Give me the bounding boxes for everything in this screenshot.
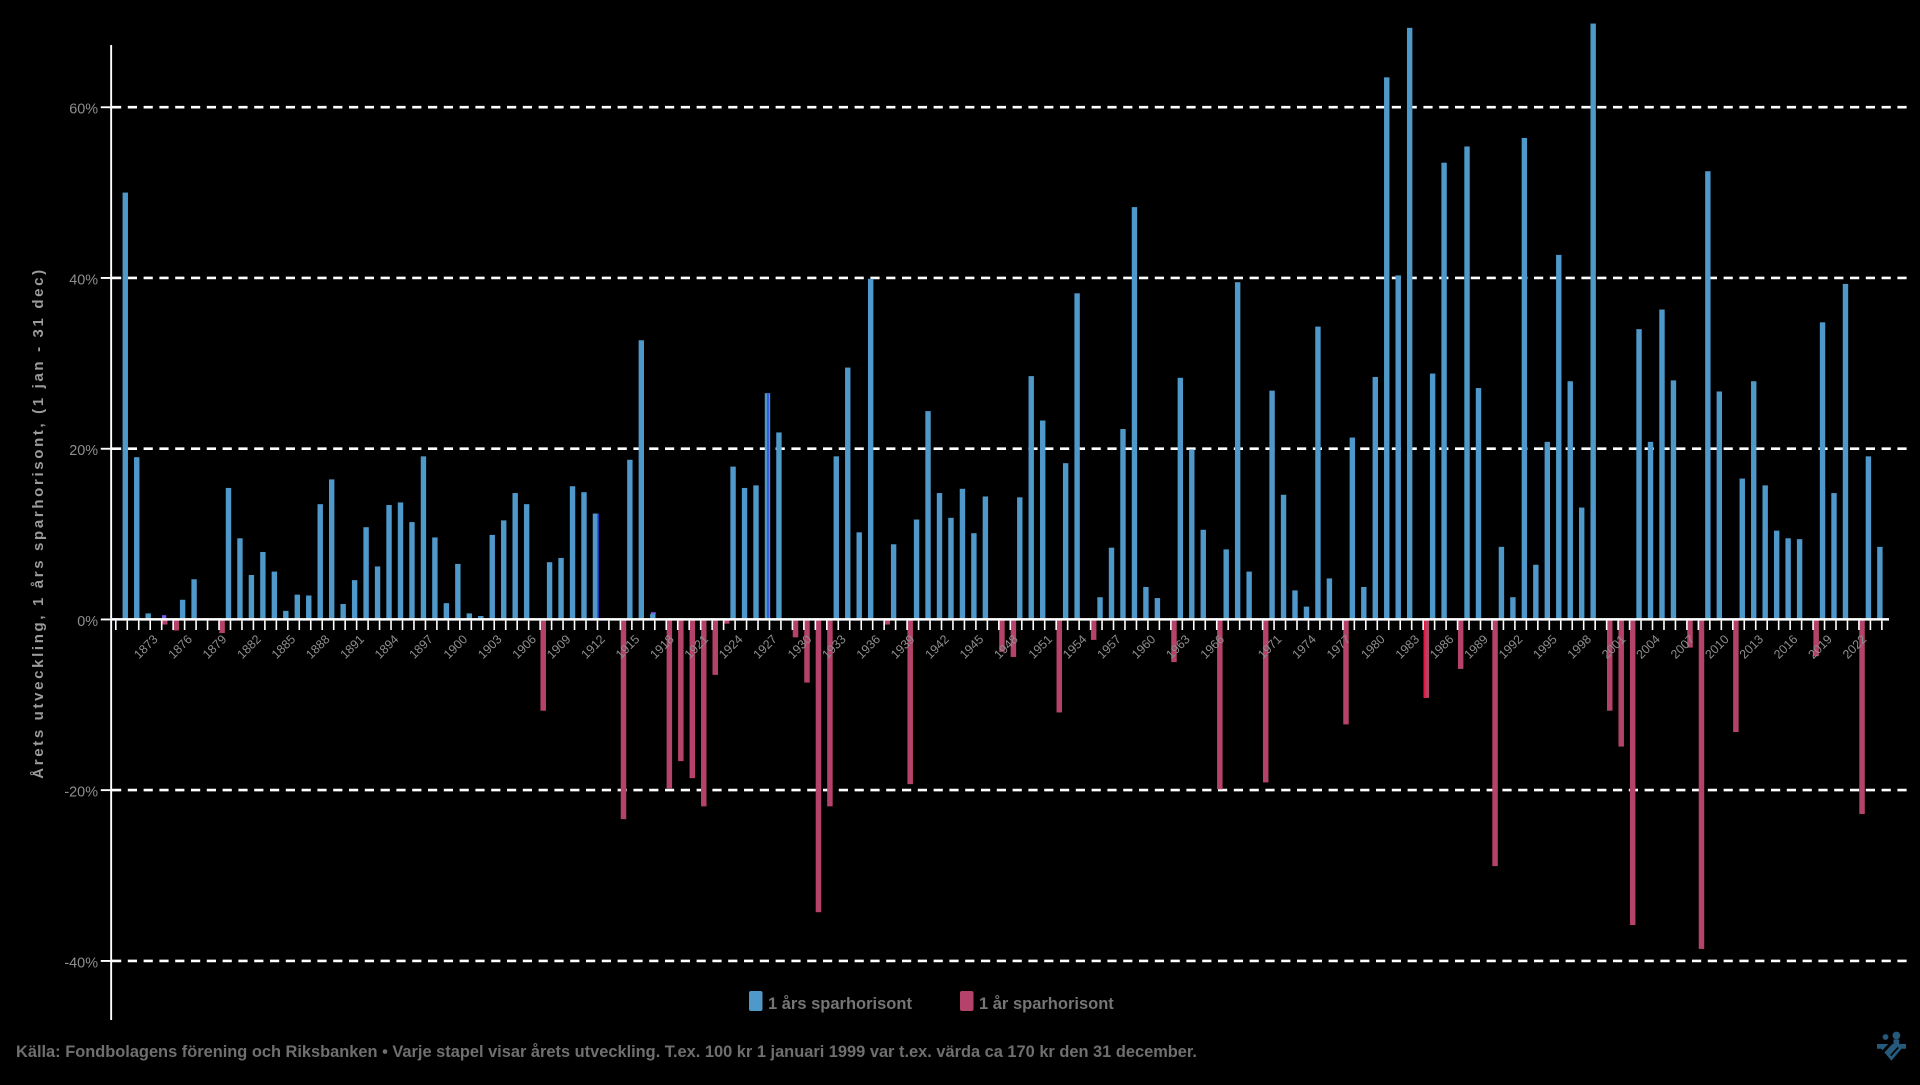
svg-text:0%: 0% [77,614,98,630]
svg-text:60%: 60% [69,102,98,118]
svg-text:1 års sparhorisont: 1 års sparhorisont [768,995,912,1013]
svg-text:Årets utveckling, 1 års sparho: Årets utveckling, 1 års sparhorisont, (1… [30,267,47,779]
svg-text:-20%: -20% [64,785,98,801]
svg-text:20%: 20% [69,443,98,459]
svg-text:-40%: -40% [64,955,98,971]
svg-text:Källa: Fondbolagens förening o: Källa: Fondbolagens förening och Riksban… [16,1043,1197,1061]
svg-text:1 år sparhorisont: 1 år sparhorisont [979,995,1114,1013]
svg-text:40%: 40% [69,272,98,288]
